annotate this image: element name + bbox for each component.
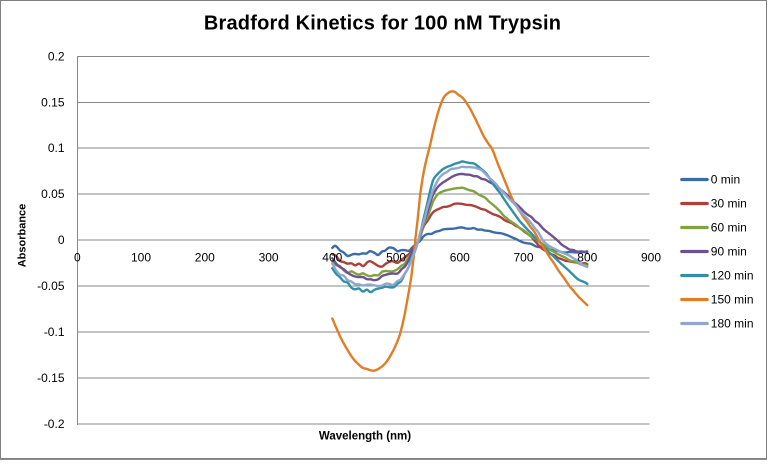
svg-text:0.1: 0.1 xyxy=(48,141,65,155)
svg-text:-0.15: -0.15 xyxy=(37,371,65,385)
svg-text:0.15: 0.15 xyxy=(41,95,65,109)
svg-text:60 min: 60 min xyxy=(711,221,747,235)
svg-text:800: 800 xyxy=(577,251,597,265)
svg-text:90 min: 90 min xyxy=(711,245,747,259)
svg-text:-0.2: -0.2 xyxy=(44,417,65,431)
svg-text:180 min: 180 min xyxy=(711,317,754,331)
svg-text:Absorbance: Absorbance xyxy=(17,204,29,268)
svg-text:700: 700 xyxy=(513,251,533,265)
svg-text:120 min: 120 min xyxy=(711,269,754,283)
svg-text:-0.05: -0.05 xyxy=(37,279,65,293)
svg-text:0.2: 0.2 xyxy=(48,49,65,63)
svg-text:300: 300 xyxy=(259,251,279,265)
svg-text:30 min: 30 min xyxy=(711,197,747,211)
svg-text:200: 200 xyxy=(195,251,215,265)
svg-text:Wavelength (nm): Wavelength (nm) xyxy=(319,431,411,443)
svg-text:400: 400 xyxy=(322,251,342,265)
svg-text:100: 100 xyxy=(131,251,151,265)
svg-text:600: 600 xyxy=(450,251,470,265)
svg-text:0 min: 0 min xyxy=(711,173,740,187)
svg-text:900: 900 xyxy=(641,251,661,265)
svg-text:Bradford Kinetics for 100 nM T: Bradford Kinetics for 100 nM Trypsin xyxy=(204,13,561,35)
svg-text:0: 0 xyxy=(58,233,65,247)
svg-text:0.05: 0.05 xyxy=(41,187,65,201)
svg-text:0: 0 xyxy=(74,251,81,265)
svg-text:-0.1: -0.1 xyxy=(44,325,65,339)
svg-text:500: 500 xyxy=(386,251,406,265)
svg-text:150 min: 150 min xyxy=(711,293,754,307)
